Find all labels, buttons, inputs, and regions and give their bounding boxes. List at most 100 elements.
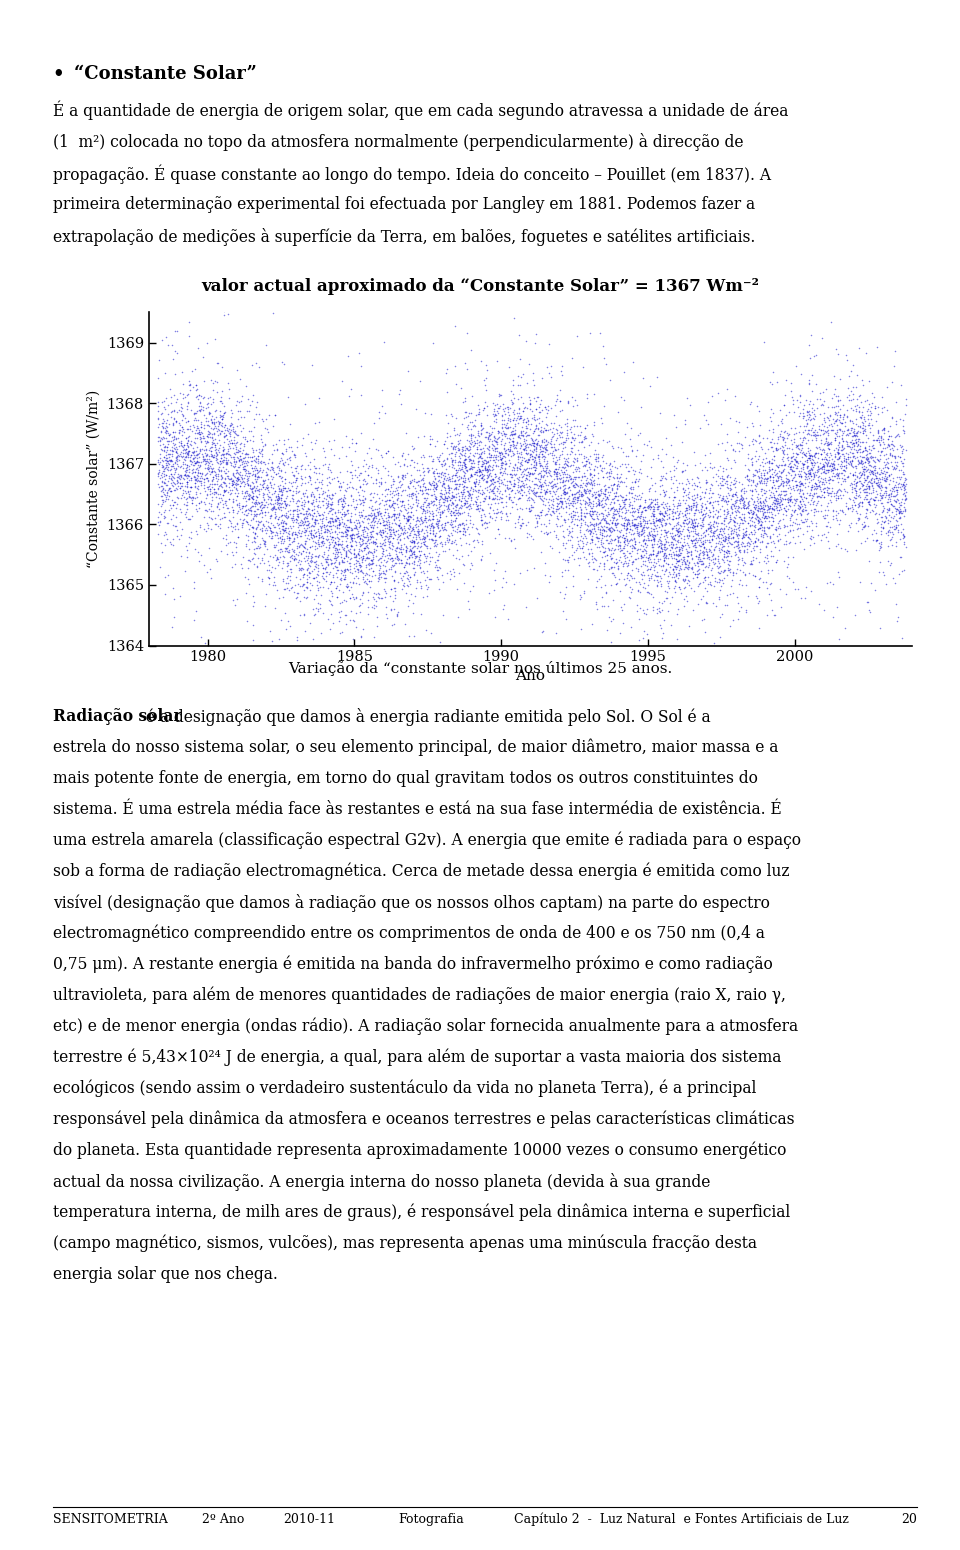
Point <box>469 527 485 552</box>
Point <box>274 480 289 505</box>
Point <box>888 513 903 538</box>
Point <box>634 485 649 510</box>
Point <box>254 567 270 592</box>
Point <box>262 470 277 494</box>
Point <box>218 473 233 498</box>
Point <box>174 395 189 420</box>
Point <box>573 501 588 525</box>
Point <box>527 515 542 539</box>
Point <box>229 512 245 536</box>
Point <box>198 437 213 462</box>
Point <box>352 533 368 558</box>
Point <box>871 502 886 527</box>
Point <box>496 408 512 432</box>
Point <box>345 518 360 542</box>
Point <box>875 418 890 443</box>
Point <box>842 449 857 474</box>
Point <box>645 535 660 560</box>
Point <box>863 499 878 524</box>
Point <box>770 425 785 450</box>
Point <box>566 449 582 474</box>
Point <box>734 512 750 536</box>
Point <box>376 529 392 553</box>
Point <box>756 522 771 547</box>
Point <box>383 474 398 499</box>
Point <box>390 480 405 505</box>
Point <box>765 457 780 482</box>
Point <box>496 422 512 446</box>
Point <box>263 518 278 542</box>
Point <box>154 411 169 436</box>
Point <box>351 501 367 525</box>
Point <box>760 516 776 541</box>
Point <box>620 507 636 532</box>
Point <box>282 477 298 502</box>
Point <box>888 515 903 539</box>
Point <box>291 504 306 529</box>
Point <box>654 522 669 547</box>
Point <box>534 518 549 542</box>
Point <box>670 549 685 574</box>
Point <box>457 456 472 480</box>
Point <box>267 403 282 428</box>
Point <box>329 538 345 563</box>
Point <box>895 449 910 474</box>
Point <box>213 467 228 491</box>
Point <box>355 498 371 522</box>
Point <box>522 480 538 505</box>
Point <box>239 479 254 504</box>
Point <box>567 471 583 496</box>
Point <box>207 426 223 451</box>
Point <box>420 476 436 501</box>
Point <box>389 505 404 530</box>
Point <box>494 445 510 470</box>
Point <box>193 422 208 446</box>
Point <box>797 474 812 499</box>
Point <box>162 448 178 473</box>
Point <box>421 494 437 519</box>
Point <box>859 388 875 412</box>
Point <box>285 519 300 544</box>
Point <box>475 479 491 504</box>
Point <box>461 597 476 622</box>
Point <box>816 485 831 510</box>
Point <box>824 429 839 454</box>
Point <box>335 550 350 575</box>
Point <box>242 498 257 522</box>
Point <box>405 555 420 580</box>
Point <box>376 547 392 572</box>
Point <box>181 524 197 549</box>
Point <box>722 614 737 639</box>
Point <box>776 487 791 512</box>
Point <box>683 577 698 601</box>
Point <box>492 395 507 420</box>
Point <box>530 515 545 539</box>
Point <box>384 552 399 577</box>
Point <box>423 473 439 498</box>
Point <box>381 546 396 570</box>
Point <box>224 431 239 456</box>
Point <box>774 460 789 485</box>
Point <box>388 580 403 605</box>
Point <box>785 388 801 412</box>
Point <box>887 425 902 450</box>
Point <box>361 494 376 519</box>
Point <box>201 456 216 480</box>
Point <box>591 502 607 527</box>
Point <box>632 420 647 445</box>
Point <box>825 463 840 488</box>
Point <box>778 487 793 512</box>
Point <box>612 525 627 550</box>
Point <box>636 432 652 457</box>
Point <box>242 463 257 488</box>
Point <box>787 488 803 513</box>
Point <box>731 529 746 553</box>
Point <box>577 544 592 569</box>
Point <box>443 512 458 536</box>
Point <box>162 422 178 446</box>
Point <box>570 423 586 448</box>
Point <box>305 626 321 651</box>
Point <box>468 468 484 493</box>
Point <box>619 512 635 536</box>
Point <box>240 442 255 467</box>
